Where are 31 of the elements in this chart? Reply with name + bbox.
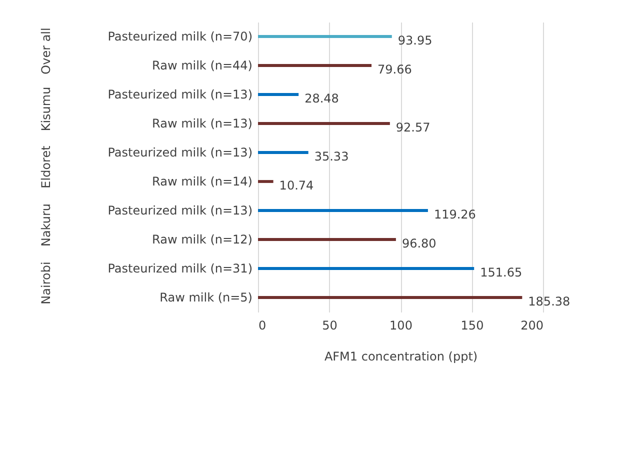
y-tick-label: Raw milk (n=14) [152,174,252,188]
data-label: 96.80 [402,236,436,250]
x-axis-title: AFM1 concentration (ppt) [324,350,478,364]
data-label: 92.57 [396,120,430,134]
y-tick-label: Pasteurized milk (n=13) [108,88,252,102]
data-label: 93.95 [398,34,432,48]
text: Over all [39,28,53,74]
text: Kisumu [39,86,53,132]
data-label: 35.33 [314,150,349,164]
y-tick-label: Raw milk (n=13) [152,116,252,130]
x-tick-label: 0 [258,318,266,332]
data-label: 10.74 [279,178,314,192]
data-label: 79.66 [378,62,412,76]
y-tick-label: Pasteurized milk (n=13) [108,204,252,218]
y-tick-label: Pasteurized milk (n=70) [108,30,252,44]
y-tick-label: Raw milk (n=44) [152,58,252,72]
data-label: 28.48 [304,92,339,106]
y-tick-label: Raw milk (n=12) [152,232,252,246]
text: Nairobi [39,262,53,304]
data-label: 185.38 [528,294,570,308]
y-tick-label: Raw milk (n=5) [160,290,252,304]
text: Eldoret [39,145,53,188]
x-tick-label: 200 [520,318,544,332]
data-label: 151.65 [480,266,522,280]
y-tick-label: Pasteurized milk (n=13) [108,146,252,160]
x-tick-label: 100 [390,318,412,332]
x-tick-label: 150 [460,318,484,332]
y-tick-label: Pasteurized milk (n=31) [108,262,252,276]
text: Nakuru [39,203,53,247]
data-label: 119.26 [434,208,476,222]
x-tick-label: 50 [322,318,338,332]
